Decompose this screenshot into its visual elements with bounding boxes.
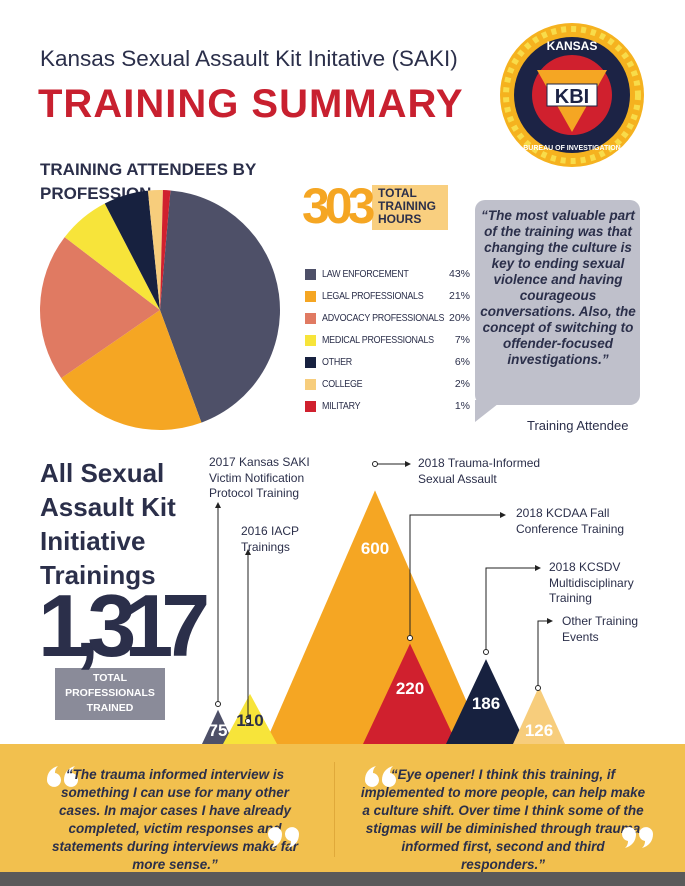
pie-slice-3 bbox=[64, 203, 160, 310]
quote-1: “The trauma informed interview is someth… bbox=[51, 767, 299, 872]
trainings-triangle-chart: 60075110220186126 bbox=[202, 461, 565, 744]
bubble-tail bbox=[475, 400, 503, 422]
training-value-5: 126 bbox=[525, 721, 553, 740]
legend-percent: 6% bbox=[454, 356, 470, 368]
legend-percent: 1% bbox=[454, 400, 470, 412]
training-triangle-2 bbox=[265, 490, 485, 744]
svg-text:BUREAU OF INVESTIGATION: BUREAU OF INVESTIGATION bbox=[523, 145, 620, 152]
event-label-2: 2018 Trauma-Informed Sexual Assault bbox=[418, 456, 541, 486]
legend-percent: 43% bbox=[448, 268, 470, 280]
event-label-5: Other Training Events bbox=[562, 614, 639, 644]
legend-swatch bbox=[305, 269, 316, 280]
training-value-2: 600 bbox=[361, 539, 389, 558]
legend-label: COLLEGE bbox=[322, 378, 363, 390]
legend-swatch bbox=[305, 291, 316, 302]
trainings-title: All Sexual Assault Kit Initiative Traini… bbox=[40, 458, 176, 590]
total-hours-value: 303 bbox=[302, 178, 375, 234]
legend-label: LAW ENFORCEMENT bbox=[322, 268, 409, 280]
pie-slice-4 bbox=[104, 190, 160, 310]
footer-strip bbox=[0, 872, 685, 886]
event-label-0: 2017 Kansas SAKI Victim Notification Pro… bbox=[209, 455, 310, 500]
legend-label: MEDICAL PROFESSIONALS bbox=[322, 334, 434, 346]
total-professionals-value: 1,317 bbox=[38, 576, 210, 675]
legend-item: COLLEGE 2% bbox=[305, 378, 470, 392]
legend-label: OTHER bbox=[322, 356, 352, 368]
legend-item: LAW ENFORCEMENT 43% bbox=[305, 268, 470, 282]
event-label-3: 2018 KCDAA Fall Conference Training bbox=[516, 506, 625, 536]
pie-chart bbox=[40, 190, 281, 430]
testimonial-bubble bbox=[475, 200, 640, 405]
legend-percent: 7% bbox=[454, 334, 470, 346]
pie-slice-0 bbox=[160, 190, 281, 423]
total-professionals-label: TOTAL PROFESSIONALS TRAINED bbox=[65, 672, 155, 714]
connector-arrow-3 bbox=[409, 512, 506, 638]
training-triangle-3 bbox=[363, 643, 457, 744]
close-quote-icon bbox=[268, 827, 299, 848]
legend-swatch bbox=[305, 357, 316, 368]
legend-percent: 2% bbox=[454, 378, 470, 390]
logo-kbi-text: KBI bbox=[555, 86, 589, 108]
pie-slice-5 bbox=[147, 190, 163, 310]
pie-slice-1 bbox=[61, 310, 202, 430]
pie-slice-2 bbox=[40, 237, 160, 379]
legend-item: ADVOCACY PROFESSIONALS 20% bbox=[305, 312, 470, 326]
legend-label: ADVOCACY PROFESSIONALS bbox=[322, 312, 445, 324]
legend-label: MILITARY bbox=[322, 400, 361, 412]
pie-slice-6 bbox=[160, 190, 171, 310]
svg-text:KANSAS: KANSAS bbox=[547, 39, 598, 53]
open-quote-icon bbox=[365, 766, 396, 787]
connector-dot bbox=[245, 718, 251, 724]
legend-item: OTHER 6% bbox=[305, 356, 470, 370]
training-triangle-5 bbox=[513, 686, 565, 744]
total-hours-label: TOTAL TRAINING HOURS bbox=[378, 186, 436, 226]
close-quote-icon bbox=[622, 827, 653, 848]
training-value-4: 186 bbox=[472, 694, 500, 713]
legend-item: MILITARY 1% bbox=[305, 400, 470, 414]
training-value-3: 220 bbox=[396, 679, 424, 698]
event-label-1: 2016 IACP Trainings bbox=[241, 524, 299, 554]
quotes-band bbox=[0, 744, 685, 872]
subtitle: Kansas Sexual Assault Kit Initative (SAK… bbox=[40, 46, 458, 71]
legend-item: LEGAL PROFESSIONALS 21% bbox=[305, 290, 470, 304]
legend-percent: 21% bbox=[448, 290, 470, 302]
legend-swatch bbox=[305, 335, 316, 346]
total-label-box bbox=[55, 668, 165, 720]
training-value-0: 75 bbox=[209, 721, 228, 740]
quote-2: “Eye opener! I think this training, if i… bbox=[360, 767, 646, 872]
hours-label-box bbox=[372, 185, 448, 230]
quote-divider bbox=[334, 762, 335, 857]
connector-dot bbox=[407, 635, 413, 641]
open-quote-icon bbox=[47, 766, 78, 787]
connector-dot bbox=[215, 701, 221, 707]
legend-item: MEDICAL PROFESSIONALS 7% bbox=[305, 334, 470, 348]
training-triangle-0 bbox=[202, 709, 234, 744]
legend-label: LEGAL PROFESSIONALS bbox=[322, 290, 424, 302]
page-title: TRAINING SUMMARY bbox=[38, 82, 464, 126]
training-triangle-4 bbox=[446, 659, 526, 744]
legend-swatch bbox=[305, 379, 316, 390]
connector-arrow-5 bbox=[537, 618, 553, 688]
testimonial-text: “The most valuable part of the training … bbox=[480, 208, 636, 367]
connector-dot bbox=[535, 685, 541, 691]
event-label-4: 2018 KCSDV Multidisciplinary Training bbox=[549, 560, 634, 605]
connector-dot bbox=[483, 649, 489, 655]
legend-swatch bbox=[305, 313, 316, 324]
kbi-logo: KBI KANSAS BUREAU OF INVESTIGATION bbox=[500, 23, 644, 167]
testimonial-attribution: Training Attendee bbox=[527, 418, 629, 433]
connector-arrow-4 bbox=[485, 565, 541, 652]
legend-swatch bbox=[305, 401, 316, 412]
legend-percent: 20% bbox=[448, 312, 470, 324]
connector-dot bbox=[372, 461, 378, 467]
